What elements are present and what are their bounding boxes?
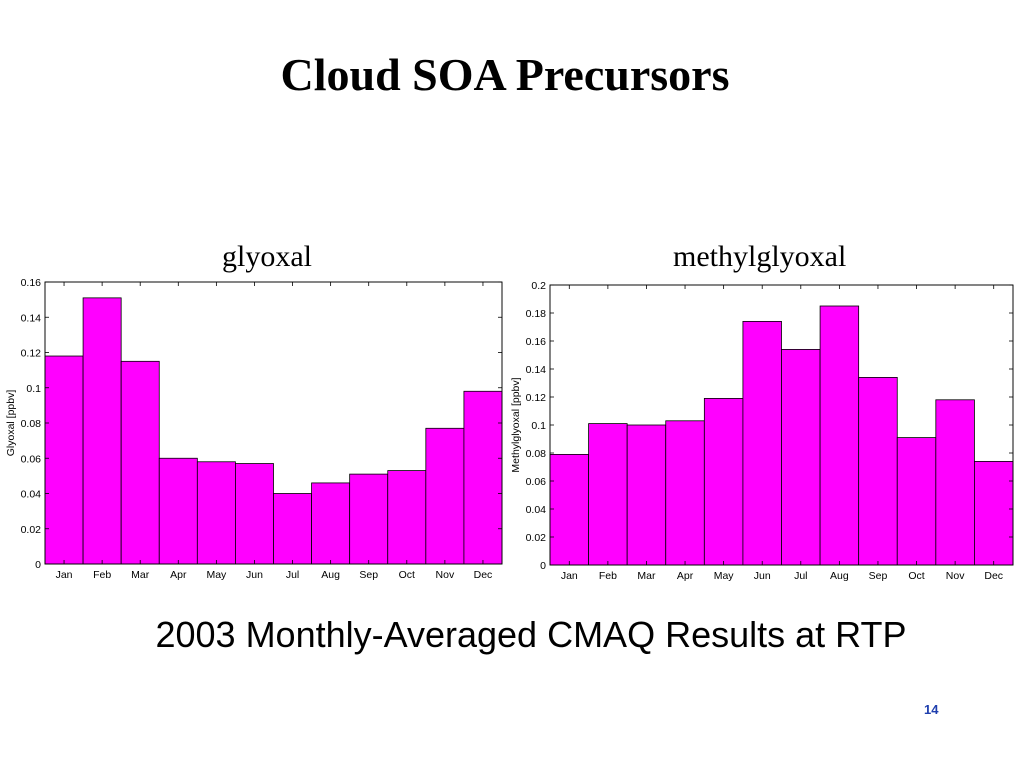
- methylglyoxal-ytick-label: 0.08: [526, 448, 547, 460]
- glyoxal-ytick-label: 0.16: [21, 277, 42, 289]
- glyoxal-bar-may: [196, 461, 236, 565]
- methylglyoxal-ytick-label: 0.04: [526, 504, 547, 516]
- glyoxal-xtick-label: Apr: [170, 569, 187, 581]
- slide-title: Cloud SOA Precursors: [280, 49, 730, 100]
- glyoxal-ytick-label: 0.04: [21, 489, 42, 501]
- methylglyoxal-bar-mar: [626, 424, 667, 566]
- methylglyoxal-bar-oct: [896, 437, 937, 566]
- methylglyoxal-ytick-label: 0.2: [531, 280, 546, 292]
- methylglyoxal-xtick-label: Jul: [794, 570, 807, 582]
- glyoxal-xtick-label: Mar: [131, 569, 150, 581]
- methylglyoxal-xtick-label: Feb: [599, 570, 617, 582]
- glyoxal-bar-nov: [425, 427, 465, 565]
- glyoxal-ytick-label: 0: [35, 559, 41, 571]
- glyoxal-xtick-label: Oct: [399, 569, 415, 581]
- glyoxal-ytick-label: 0.08: [21, 418, 42, 430]
- glyoxal-xtick-label: May: [206, 569, 227, 581]
- glyoxal-bar-oct: [387, 470, 427, 565]
- methylglyoxal-chart-title: methylglyoxal: [673, 240, 847, 273]
- methylglyoxal-bar-jul: [781, 349, 821, 566]
- glyoxal-ytick-label: 0.1: [26, 383, 41, 395]
- glyoxal-bar-mar: [120, 360, 160, 565]
- glyoxal-bar-jun: [235, 463, 274, 565]
- methylglyoxal-ytick-label: 0.1: [531, 420, 546, 432]
- glyoxal-xtick-label: Dec: [474, 569, 493, 581]
- methylglyoxal-ytick-label: 0.02: [526, 532, 547, 544]
- methylglyoxal-xtick-label: Aug: [830, 570, 849, 582]
- glyoxal-xtick-label: Jan: [56, 569, 73, 581]
- glyoxal-ylabel: Glyoxal [ppbv]: [5, 390, 17, 457]
- glyoxal-bar-dec: [463, 390, 503, 565]
- methylglyoxal-xtick-label: Dec: [984, 570, 1003, 582]
- methylglyoxal-bar-may: [703, 397, 744, 566]
- glyoxal-xtick-label: Nov: [436, 569, 455, 581]
- glyoxal-xtick-label: Sep: [359, 569, 378, 581]
- glyoxal-bar-jul: [273, 493, 312, 565]
- methylglyoxal-xtick-label: Apr: [677, 570, 694, 582]
- methylglyoxal-bar-jun: [742, 321, 782, 566]
- glyoxal-bar-chart: 0 0.02 0.04 0.06 0.08 0.1 0.12 0.14 0.16 Jan Feb Ma…: [5, 277, 503, 581]
- glyoxal-bar-sep: [349, 473, 389, 565]
- methylglyoxal-ylabel: Methylglyoxal [ppbv]: [510, 377, 522, 472]
- glyoxal-bar-apr: [158, 457, 198, 565]
- methylglyoxal-ytick-label: 0.06: [526, 476, 547, 488]
- methylglyoxal-ytick-label: 0.16: [526, 336, 547, 348]
- methylglyoxal-bar-apr: [665, 420, 705, 566]
- methylglyoxal-ytick-label: 0.14: [526, 364, 547, 376]
- glyoxal-bar-feb: [82, 297, 122, 565]
- glyoxal-ytick-label: 0.02: [21, 524, 42, 536]
- methylglyoxal-xtick-label: Jun: [754, 570, 771, 582]
- glyoxal-ytick-label: 0.12: [21, 348, 42, 360]
- methylglyoxal-ytick-label: 0.12: [526, 392, 547, 404]
- glyoxal-xtick-label: Jun: [246, 569, 263, 581]
- glyoxal-xtick-label: Jul: [286, 569, 299, 581]
- methylglyoxal-xtick-label: May: [714, 570, 735, 582]
- methylglyoxal-ytick-label: 0.18: [526, 308, 547, 320]
- methylglyoxal-ytick-label: 0: [540, 560, 546, 572]
- glyoxal-xtick-label: Feb: [93, 569, 111, 581]
- methylglyoxal-xtick-label: Mar: [637, 570, 656, 582]
- methylglyoxal-xtick-label: Oct: [908, 570, 924, 582]
- glyoxal-chart-title: glyoxal: [222, 240, 312, 273]
- methylglyoxal-bar-dec: [974, 460, 1014, 566]
- methylglyoxal-xtick-label: Nov: [946, 570, 965, 582]
- methylglyoxal-bar-nov: [935, 399, 975, 566]
- methylglyoxal-xtick-label: Sep: [869, 570, 888, 582]
- slide-subtitle: 2003 Monthly-Averaged CMAQ Results at RT…: [155, 614, 907, 655]
- methylglyoxal-bar-feb: [588, 423, 628, 566]
- glyoxal-ytick-label: 0.14: [21, 312, 42, 324]
- glyoxal-bar-aug: [311, 482, 351, 565]
- methylglyoxal-bar-chart: 0 0.02 0.04 0.06 0.08 0.1 0.12 0.14 0.16 0.18 0.2 J…: [510, 280, 1014, 582]
- page-number: 14: [924, 702, 939, 717]
- glyoxal-ytick-label: 0.06: [21, 453, 42, 465]
- methylglyoxal-bar-aug: [819, 305, 860, 566]
- methylglyoxal-xtick-label: Jan: [561, 570, 578, 582]
- glyoxal-xtick-label: Aug: [321, 569, 340, 581]
- methylglyoxal-bar-sep: [858, 377, 898, 566]
- methylglyoxal-bar-jan: [549, 453, 589, 566]
- glyoxal-bar-jan: [44, 355, 84, 565]
